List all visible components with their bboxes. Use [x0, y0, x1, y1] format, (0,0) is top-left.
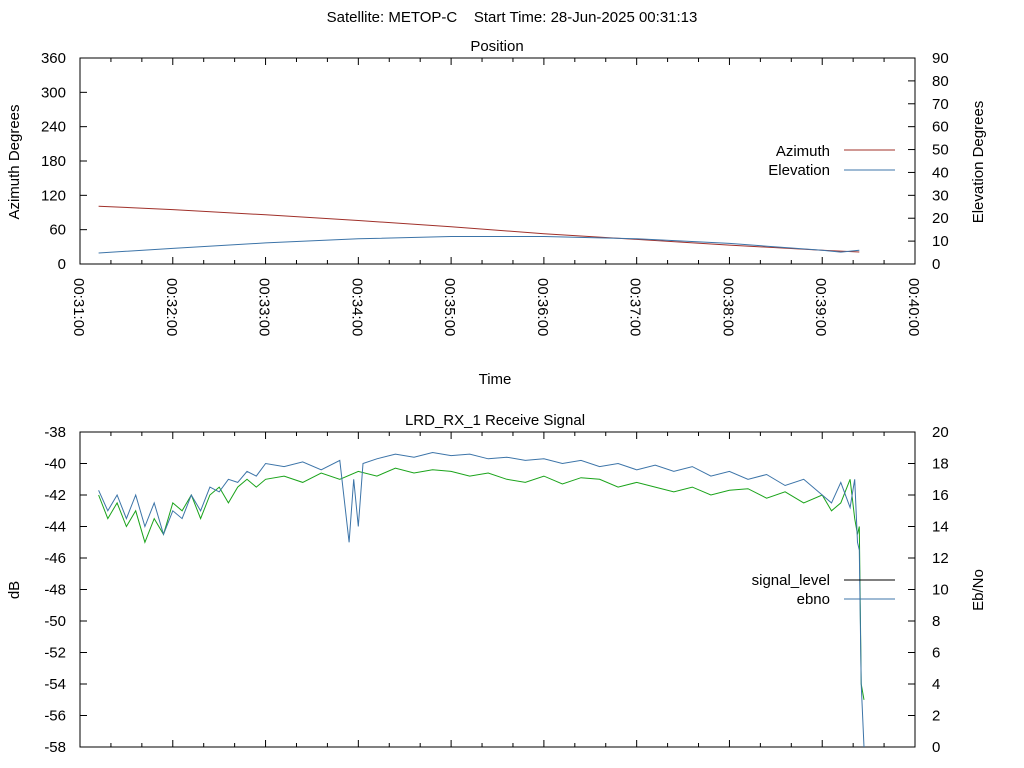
- legend-label-ebno: ebno: [797, 591, 830, 608]
- position-plot-frame: [79, 57, 916, 265]
- y2-tick-label: 20: [932, 424, 949, 441]
- y2-tick-label: 90: [932, 50, 949, 67]
- y2-tick-label: 18: [932, 456, 949, 473]
- position-chart: Position 0 60 120 180 240 300 360 0 10 20 30 40 50 6…: [6, 38, 987, 388]
- legend-label-elevation: Elevation: [768, 162, 830, 179]
- y2-tick-label: 2: [932, 708, 940, 725]
- y2-tick-label: 8: [932, 613, 940, 630]
- y2-tick-label: 0: [932, 256, 940, 273]
- signal-y2-axis-label: Eb/No: [970, 569, 987, 611]
- y2-tick-label: 70: [932, 96, 949, 113]
- x-tick-label: 00:32:00: [163, 278, 180, 336]
- y-tick-label: -46: [44, 550, 66, 567]
- x-tick-label: 00:40:00: [905, 278, 922, 336]
- series-line-elevation: [98, 236, 860, 254]
- y2-tick-label: 12: [932, 550, 949, 567]
- position-x-axis: 00:31:00 00:32:00 00:33:00 00:34:00 00:35:00…: [70, 58, 922, 336]
- y2-tick-label: 10: [932, 582, 949, 599]
- y2-tick-label: 40: [932, 164, 949, 181]
- y2-tick-label: 16: [932, 487, 949, 504]
- signal-y2-axis: 0 2 4 6 8 10 12 14 16 18 20: [908, 424, 949, 756]
- signal-y-axis: -58 -56 -54 -52 -50 -48 -46 -44 -42 -40 -38: [44, 424, 87, 756]
- y-tick-label: 300: [41, 84, 66, 101]
- y-tick-label: 120: [41, 187, 66, 204]
- signal-legend: signal_level ebno: [752, 572, 895, 608]
- y2-tick-label: 20: [932, 210, 949, 227]
- y2-tick-label: 10: [932, 233, 949, 250]
- position-legend: Azimuth Elevation: [768, 143, 895, 179]
- position-y-axis: 0 60 120 180 240 300 360: [41, 50, 87, 273]
- y-tick-label: -44: [44, 519, 66, 536]
- x-tick-label: 00:38:00: [719, 278, 736, 336]
- y-tick-label: 60: [49, 222, 66, 239]
- signal-series: [98, 451, 865, 748]
- position-y-axis-label: Azimuth Degrees: [6, 104, 23, 219]
- x-tick-label: 00:37:00: [627, 278, 644, 336]
- x-tick-label: 00:36:00: [534, 278, 551, 336]
- y-tick-label: -54: [44, 676, 66, 693]
- y-tick-label: -48: [44, 582, 66, 599]
- y-tick-label: 0: [58, 256, 66, 273]
- y2-tick-label: 30: [932, 187, 949, 204]
- position-chart-title: Position: [470, 38, 523, 55]
- y2-tick-label: 6: [932, 645, 940, 662]
- y-tick-label: -58: [44, 739, 66, 756]
- y-tick-label: -50: [44, 613, 66, 630]
- series-line-ebno: [98, 451, 865, 748]
- legend-label-azimuth: Azimuth: [776, 143, 830, 160]
- signal-plot-frame: [79, 431, 916, 748]
- x-tick-label: 00:33:00: [256, 278, 273, 336]
- series-line-signal-level: [98, 467, 865, 700]
- y-tick-label: 360: [41, 50, 66, 67]
- y-tick-label: -56: [44, 708, 66, 725]
- position-y2-axis: 0 10 20 30 40 50 60 70 80 90: [908, 50, 949, 273]
- y2-tick-label: 0: [932, 739, 940, 756]
- signal-y-axis-label: dB: [6, 581, 23, 599]
- x-tick-label: 00:34:00: [348, 278, 365, 336]
- y-tick-label: -40: [44, 456, 66, 473]
- position-series: [98, 205, 860, 254]
- series-line-azimuth: [98, 205, 860, 253]
- x-tick-label: 00:35:00: [441, 278, 458, 336]
- y-tick-label: 180: [41, 153, 66, 170]
- y2-tick-label: 60: [932, 119, 949, 136]
- y2-tick-label: 4: [932, 676, 940, 693]
- x-tick-label: 00:31:00: [70, 278, 87, 336]
- signal-x-axis: [79, 432, 916, 747]
- position-y2-axis-label: Elevation Degrees: [970, 101, 987, 224]
- y-tick-label: 240: [41, 119, 66, 136]
- position-x-axis-label: Time: [479, 371, 512, 388]
- y2-tick-label: 50: [932, 142, 949, 159]
- y-tick-label: -42: [44, 487, 66, 504]
- y-tick-label: -52: [44, 645, 66, 662]
- x-tick-label: 00:39:00: [812, 278, 829, 336]
- page-title: Satellite: METOP-C Start Time: 28-Jun-20…: [327, 9, 698, 26]
- y2-tick-label: 14: [932, 519, 949, 536]
- signal-chart-title: LRD_RX_1 Receive Signal: [405, 412, 585, 429]
- legend-label-signal-level: signal_level: [752, 572, 830, 589]
- y-tick-label: -38: [44, 424, 66, 441]
- y2-tick-label: 80: [932, 73, 949, 90]
- signal-chart: LRD_RX_1 Receive Signal -58-56-54-52-50-…: [6, 412, 987, 756]
